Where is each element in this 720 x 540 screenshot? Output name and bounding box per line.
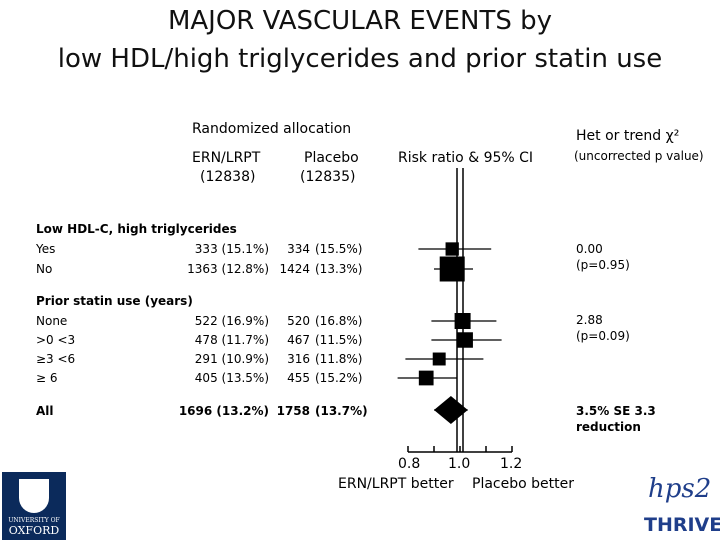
- oxford-logo-main: OXFORD: [8, 524, 60, 537]
- placebo-percent: (11.8%): [315, 352, 363, 366]
- axis-left-label: ERN/LRPT better: [338, 476, 454, 492]
- estimate-square: [432, 352, 446, 366]
- ern-value: 1363 (12.8%): [187, 262, 269, 276]
- title-line-1: MAJOR VASCULAR EVENTS by: [167, 6, 553, 36]
- placebo-count: 316: [287, 352, 310, 366]
- header-placebo-n: (12835): [300, 169, 356, 185]
- overall-reduction: 3.5% SE 3.3: [576, 404, 656, 418]
- header-ern-n: (12838): [200, 169, 256, 185]
- header-ern: ERN/LRPT: [192, 150, 261, 166]
- placebo-percent: (16.8%): [315, 314, 363, 328]
- tick-label: 0.8: [398, 456, 421, 472]
- estimate-square: [454, 313, 471, 329]
- tick-label: 1.2: [500, 456, 523, 472]
- estimate-square: [439, 256, 465, 282]
- row-heading-statin: Prior statin use (years): [36, 294, 193, 308]
- overall-reduction-label: reduction: [576, 420, 641, 434]
- estimate-square: [418, 370, 434, 386]
- ern-value: 333 (15.1%): [194, 242, 269, 256]
- placebo-percent: (15.2%): [315, 371, 363, 385]
- placebo-count-all: 1758: [276, 404, 310, 418]
- het-pvalue: (p=0.95): [576, 258, 630, 272]
- header-het: Het or trend χ²: [576, 128, 680, 144]
- ern-value: 522 (16.9%): [194, 314, 269, 328]
- ern-value-all: 1696 (13.2%): [178, 404, 269, 418]
- oxford-logo-top: UNIVERSITY OF: [8, 517, 60, 524]
- row-label: None: [36, 314, 68, 328]
- placebo-count: 334: [287, 242, 310, 256]
- het-value: 2.88: [576, 313, 603, 327]
- row-label: ≥3 <6: [36, 352, 76, 366]
- overall-diamond: [434, 396, 468, 424]
- placebo-count: 455: [287, 371, 310, 385]
- row-label: >0 <3: [36, 333, 76, 347]
- thrive-logo-top: hps2: [648, 474, 712, 504]
- row-heading-hdl: Low HDL-C, high triglycerides: [36, 222, 237, 236]
- ern-value: 291 (10.9%): [194, 352, 269, 366]
- het-pvalue: (p=0.09): [576, 329, 630, 343]
- oxford-logo: UNIVERSITY OF OXFORD: [2, 472, 66, 540]
- placebo-count: 520: [287, 314, 310, 328]
- row-label: Yes: [36, 242, 56, 256]
- thrive-logo: hps2 THRIVE: [642, 470, 720, 540]
- row-heading-all: All: [36, 404, 54, 418]
- header-risk-ratio: Risk ratio & 95% CI: [398, 150, 534, 166]
- ern-value: 405 (13.5%): [194, 371, 269, 385]
- placebo-count: 1424: [279, 262, 310, 276]
- header-randomized: Randomized allocation: [192, 121, 352, 137]
- header-het-sub: (uncorrected p value): [574, 149, 704, 163]
- placebo-percent-all: (13.7%): [315, 404, 368, 418]
- placebo-percent: (11.5%): [315, 333, 363, 347]
- row-label: ≥ 6: [36, 371, 58, 385]
- placebo-count: 467: [287, 333, 310, 347]
- axis-right-label: Placebo better: [472, 476, 574, 492]
- estimate-square: [457, 332, 473, 348]
- placebo-percent: (13.3%): [315, 262, 363, 276]
- crest-icon: [19, 479, 49, 513]
- tick-label: 1.0: [448, 456, 471, 472]
- thrive-logo-main: THRIVE: [644, 514, 720, 536]
- title-line-2: low HDL/high triglycerides and prior sta…: [57, 44, 663, 74]
- row-label: No: [36, 262, 53, 276]
- estimate-square: [445, 242, 459, 256]
- header-placebo: Placebo: [304, 150, 359, 166]
- het-value: 0.00: [576, 242, 603, 256]
- placebo-percent: (15.5%): [315, 242, 363, 256]
- ern-value: 478 (11.7%): [194, 333, 269, 347]
